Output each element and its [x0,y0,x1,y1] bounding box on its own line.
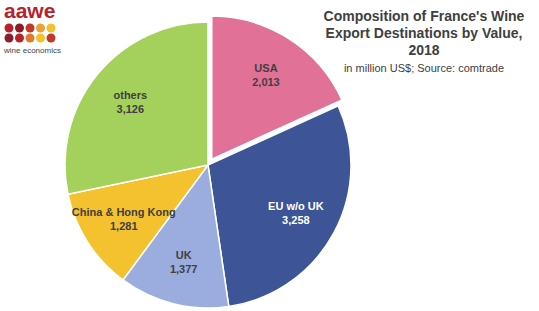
value-label: 1,377 [170,263,198,275]
logo-dot [26,24,35,33]
category-label: China & Hong Kong [72,206,176,218]
logo-dot [5,24,14,33]
logo-dot [36,34,45,43]
slice-label: UK 1,377 [170,249,198,275]
value-label: 3,126 [117,103,145,115]
value-label: 1,281 [110,220,138,232]
category-label: EU w/o UK [268,200,324,212]
logo-tagline: wine economics [3,46,61,55]
logo-dot [15,34,24,43]
subtitle: in million US$; Source: comtrade [344,62,504,74]
logo-name: aawe [4,0,55,22]
data-labels: USA 2,013 EU w/o UK 3,258 UK 1,377 China & Hon… [72,62,324,275]
logo-dot [26,34,35,43]
title-line: 2018 [408,42,439,58]
slice [65,22,208,194]
slice [208,106,351,307]
value-label: 3,258 [282,214,310,226]
category-label: USA [254,62,277,74]
slice-label: China & Hong Kong 1,281 [72,206,176,232]
logo-dot [47,24,56,33]
title: Composition of France's WineExport Desti… [324,8,525,58]
slice-label: USA 2,013 [252,62,280,88]
logo-dot [15,24,24,33]
title-line: Export Destinations by Value, [326,25,523,41]
chart: aawe wine economics Composition of France'… [0,0,539,311]
value-label: 2,013 [252,76,280,88]
slice-label: EU w/o UK 3,258 [268,200,324,226]
slice-label: others 3,126 [114,89,148,115]
pie [65,16,351,308]
title-line: Composition of France's Wine [324,8,525,24]
logo-dot [36,24,45,33]
logo-dot [47,34,56,43]
logo: aawe wine economics [3,0,61,55]
logo-dot [5,34,14,43]
category-label: others [114,89,148,101]
category-label: UK [176,249,192,261]
